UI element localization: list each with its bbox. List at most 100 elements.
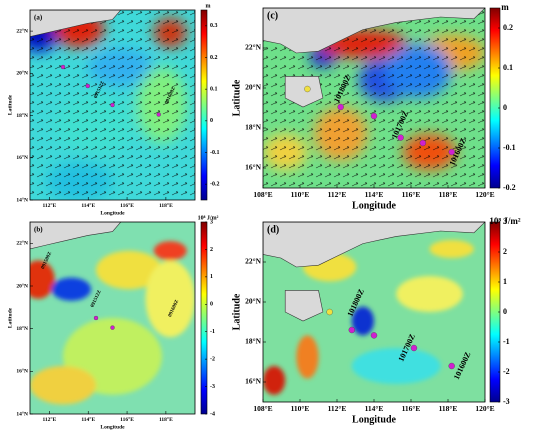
colorbar-tick-label: -1 — [210, 329, 215, 335]
y-tick-label: 20°N — [245, 83, 261, 92]
x-axis-label: Longitude — [352, 200, 396, 211]
y-tick-label: 20°N — [16, 70, 28, 77]
track-point — [110, 325, 115, 330]
track-point — [156, 112, 161, 117]
colorbar-tick-label: 2 — [503, 247, 507, 256]
x-tick-label: 118°E — [439, 404, 458, 413]
map-panel: 112°E 114°E 116°E 118°E 14°N 16°N 18°N 20°N 22°N… — [7, 3, 219, 216]
x-tick-label: 112°E — [42, 416, 56, 423]
colorbar-tick-label: -0.1 — [503, 143, 516, 152]
x-tick-label: 116°E — [402, 404, 421, 413]
x-tick-label: 114°E — [81, 202, 95, 209]
y-axis-label: Latitude — [7, 94, 13, 115]
y-tick-label: 22°N — [16, 27, 28, 34]
y-axis-label: Latitude — [231, 79, 242, 116]
x-tick-label: 118°E — [159, 416, 173, 423]
colorbar-tick-label: -0.2 — [210, 182, 220, 188]
land — [30, 222, 122, 250]
track-point — [348, 326, 355, 334]
colorbar-tick-label: 3 — [503, 217, 507, 226]
y-tick-label: 20°N — [16, 282, 28, 289]
x-tick-label: 114°E — [365, 404, 384, 413]
track-point — [85, 83, 90, 89]
x-tick-label: 114°E — [365, 190, 384, 199]
colorbar-tick-label: -3 — [503, 397, 510, 406]
colorbar-tick-label: 0 — [210, 118, 213, 124]
field-blob — [30, 260, 55, 299]
x-tick-label: 108°E — [253, 404, 272, 413]
track-point — [370, 332, 378, 339]
colorbar-tick-label: 0.2 — [210, 55, 218, 61]
panel-label: (c) — [267, 10, 278, 21]
colorbar — [200, 221, 208, 415]
map-panel: 112°E 114°E 116°E 118°E 14°N 16°N 18°N 20°N 22°N… — [7, 215, 218, 430]
track-point — [370, 112, 378, 120]
track-point — [326, 308, 333, 316]
colorbar-tick-label: 1 — [210, 274, 213, 280]
y-tick-label: 16°N — [245, 163, 261, 172]
field-blob — [51, 277, 92, 301]
colorbar-tick-label: 0 — [503, 307, 507, 316]
track-point — [397, 134, 404, 141]
track-point — [448, 148, 455, 156]
colorbar-tick-label: 0.3 — [210, 23, 218, 29]
x-tick-label: 120°E — [475, 190, 494, 199]
y-tick-label: 14°N — [16, 410, 28, 417]
track-point — [110, 102, 115, 108]
panel-label: (d) — [267, 224, 279, 235]
land — [30, 10, 122, 37]
colorbar-tick-label: -1 — [503, 337, 510, 346]
colorbar-tick-label: 0.1 — [503, 63, 513, 72]
y-tick-label: 22°N — [16, 240, 28, 247]
colorbar-tick-label: 0.2 — [503, 23, 513, 32]
track-point — [93, 315, 99, 321]
y-tick-label: 20°N — [245, 297, 261, 306]
field-blob — [429, 240, 474, 258]
x-axis-label: Longitude — [100, 424, 125, 430]
field-blob — [351, 348, 441, 384]
y-tick-label: 16°N — [245, 377, 261, 386]
field — [263, 222, 485, 402]
colorbar-tick-label: 2 — [210, 247, 213, 253]
colorbar — [200, 9, 208, 201]
track-point — [410, 344, 418, 352]
x-tick-label: 110°E — [291, 404, 310, 413]
field-blob — [263, 366, 286, 395]
x-axis-label: Longitude — [352, 414, 396, 425]
y-tick-label: 18°N — [245, 337, 261, 346]
field-blob — [153, 241, 187, 261]
track-point — [304, 85, 311, 93]
x-tick-label: 118°E — [159, 202, 173, 209]
colorbar-tick-label: 1 — [503, 277, 507, 286]
x-tick-label: 112°E — [328, 190, 347, 199]
y-tick-label: 22°N — [245, 257, 261, 266]
colorbar-unit: m — [501, 2, 509, 12]
panel-label: (a) — [34, 14, 43, 22]
y-axis-label: Latitude — [7, 307, 13, 328]
track-point — [448, 362, 455, 370]
field-blob — [351, 306, 374, 336]
colorbar-tick-label: -2 — [210, 357, 215, 363]
land — [263, 222, 485, 322]
field — [30, 222, 195, 414]
field-blob — [296, 335, 319, 379]
x-tick-label: 112°E — [42, 202, 56, 209]
colorbar-tick-label: 0.1 — [210, 87, 218, 93]
plot-frame — [29, 9, 196, 201]
map-panel: 108°E 110°E 112°E 114°E 116°E 118°E 120°E 16°N 1… — [231, 216, 521, 425]
field — [30, 10, 195, 200]
colorbar-tick-label: 0 — [503, 103, 507, 112]
plot-frame — [29, 221, 196, 415]
colorbar-unit: 10⁸ J/m² — [489, 216, 520, 226]
field-blobs — [30, 241, 195, 405]
land — [263, 8, 485, 108]
x-tick-label: 110°E — [291, 190, 310, 199]
y-tick-label: 18°N — [245, 123, 261, 132]
x-tick-label: 120°E — [475, 404, 494, 413]
x-tick-label: 116°E — [402, 190, 421, 199]
track-point — [60, 64, 66, 70]
y-tick-label: 22°N — [245, 43, 261, 52]
field-blob — [30, 366, 96, 405]
colorbar-unit: m — [206, 3, 211, 9]
